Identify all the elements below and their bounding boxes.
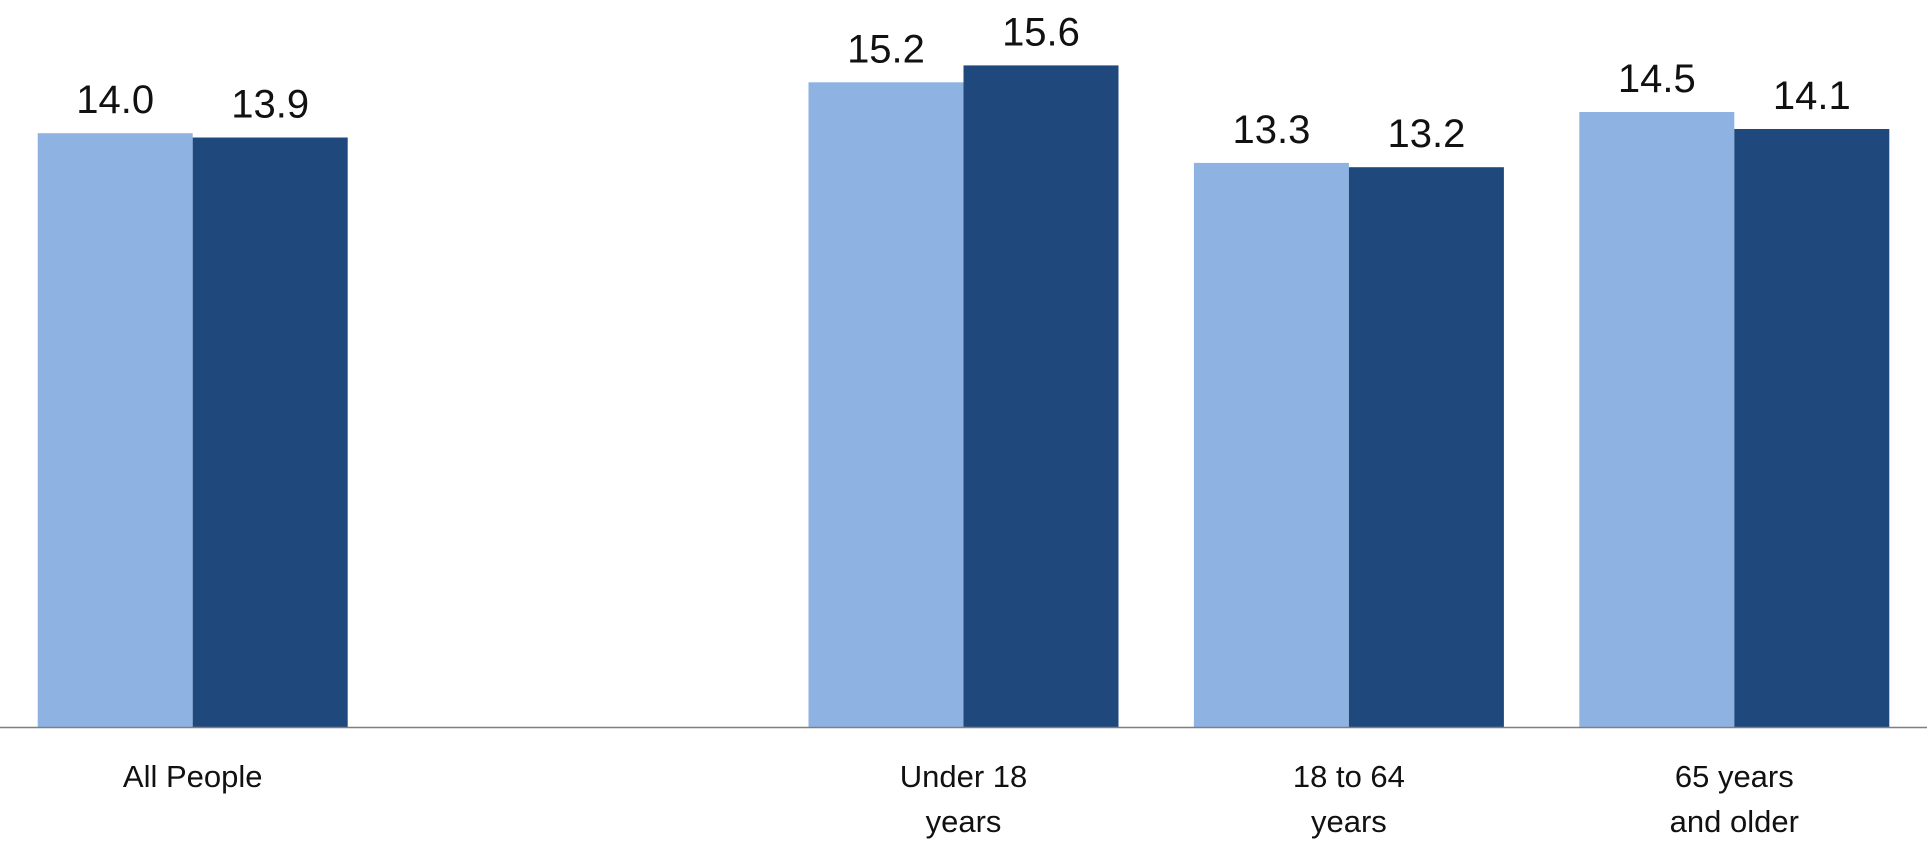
category-label-under18: Under 18 years xyxy=(900,759,1028,839)
bar-all-series-1 xyxy=(37,133,193,727)
data-label-18to64-series-1: 13.3 xyxy=(1232,108,1310,152)
data-label-all-series-2: 13.9 xyxy=(231,83,309,127)
category-label-18to64: 18 to 64 years xyxy=(1293,759,1405,839)
category-labels-layer: All People Under 18 years 18 to 64 years 65 y… xyxy=(123,759,1799,839)
category-label-line: All People xyxy=(123,759,263,794)
bar-18to64-series-1 xyxy=(1193,162,1349,727)
category-label-line: Under 18 xyxy=(900,759,1028,794)
data-label-under18-series-1: 15.2 xyxy=(847,27,925,71)
bars-layer xyxy=(37,65,1890,728)
bar-under18-series-1 xyxy=(808,82,964,728)
category-label-line: years xyxy=(926,804,1002,839)
category-label-all: All People xyxy=(123,759,263,794)
data-label-18to64-series-2: 13.2 xyxy=(1387,112,1465,156)
bar-all-series-2 xyxy=(192,137,348,727)
category-label-line: and older xyxy=(1670,804,1799,839)
data-labels-layer: 14.0 13.9 15.2 15.6 13.3 13.2 14.5 14.1 xyxy=(76,10,1850,156)
category-label-line: 18 to 64 xyxy=(1293,759,1405,794)
bar-18to64-series-2 xyxy=(1348,167,1504,727)
category-label-line: 65 years xyxy=(1675,759,1794,794)
bar-65plus-series-2 xyxy=(1734,129,1890,727)
bar-65plus-series-1 xyxy=(1579,112,1735,727)
data-label-65plus-series-2: 14.1 xyxy=(1773,74,1851,118)
category-label-65plus: 65 years and older xyxy=(1670,759,1799,839)
category-label-line: years xyxy=(1311,804,1387,839)
bar-under18-series-2 xyxy=(963,65,1119,727)
data-label-65plus-series-1: 14.5 xyxy=(1618,57,1696,101)
data-label-all-series-1: 14.0 xyxy=(76,78,154,122)
data-label-under18-series-2: 15.6 xyxy=(1002,10,1080,54)
